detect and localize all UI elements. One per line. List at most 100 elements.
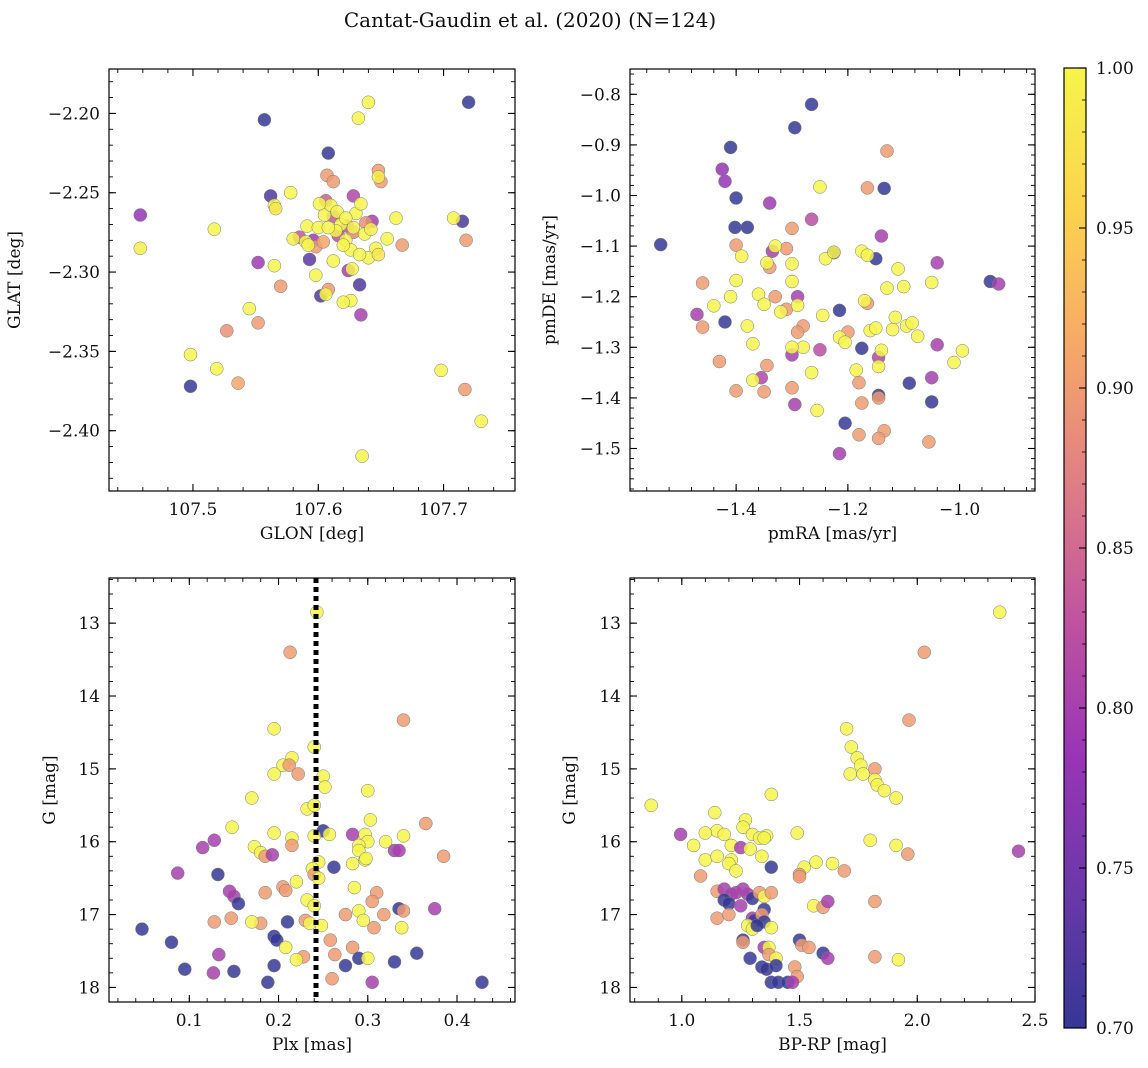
scatter-point bbox=[291, 767, 305, 781]
scatter-point bbox=[300, 219, 314, 233]
scatter-point bbox=[427, 901, 442, 916]
y-tick-label: −2.40 bbox=[48, 422, 100, 442]
scatter-point bbox=[339, 211, 353, 225]
scatter-point bbox=[133, 208, 148, 222]
axes-frame bbox=[629, 68, 1036, 492]
scatter-point bbox=[991, 277, 1006, 291]
scatter-point bbox=[813, 180, 827, 194]
scatter-point bbox=[387, 955, 402, 969]
scatter-point bbox=[207, 833, 222, 848]
scatter-point bbox=[336, 238, 351, 252]
scatter-point bbox=[212, 947, 226, 962]
scatter-point bbox=[843, 767, 857, 781]
x-tick-label: 2.0 bbox=[904, 1011, 931, 1031]
scatter-point bbox=[245, 791, 259, 805]
scatter-point bbox=[871, 431, 886, 446]
scatter-point bbox=[322, 827, 337, 842]
scatter-point bbox=[268, 201, 283, 216]
scatter-point bbox=[458, 382, 472, 397]
scatter-point bbox=[352, 278, 367, 292]
scatter-point bbox=[757, 385, 771, 399]
scatter-point bbox=[280, 915, 295, 929]
scatter-point bbox=[723, 289, 738, 304]
scatter-point bbox=[245, 915, 259, 929]
scatter-point bbox=[790, 325, 805, 339]
y-tick-label: −1.3 bbox=[580, 338, 621, 358]
scatter-point bbox=[877, 783, 892, 798]
scatter-point bbox=[133, 241, 148, 256]
scatter-point bbox=[419, 816, 433, 831]
scatter-panel-4: 1.0 1.5 2.0 2.5 13 14 15 16 17 18 BP-RP [mag] G [ma… bbox=[560, 577, 1049, 1055]
scatter-point bbox=[283, 645, 297, 660]
scatter-point bbox=[863, 833, 877, 848]
scatter-point bbox=[693, 869, 708, 883]
scatter-point bbox=[395, 238, 409, 252]
x-axis-label: GLON [deg] bbox=[260, 524, 364, 544]
scatter-point bbox=[164, 935, 179, 950]
scatter-point bbox=[860, 248, 875, 262]
scatter-point bbox=[210, 362, 224, 376]
scatter-point bbox=[251, 255, 265, 270]
scatter-point bbox=[301, 238, 315, 252]
scatter-point bbox=[785, 381, 799, 395]
scatter-point bbox=[785, 975, 800, 990]
scatter-point bbox=[917, 645, 932, 660]
scatter-point bbox=[922, 435, 936, 449]
x-tick-label: −1.0 bbox=[939, 500, 980, 520]
x-axis-label: BP-RP [mag] bbox=[778, 1035, 887, 1055]
scatter-point bbox=[325, 971, 339, 986]
scatter-point bbox=[309, 268, 323, 282]
scatter-point bbox=[436, 849, 451, 864]
scatter-point bbox=[336, 295, 351, 309]
scatter-point bbox=[825, 856, 840, 871]
scatter-point bbox=[225, 820, 239, 834]
x-tick-label: 0.2 bbox=[265, 1011, 292, 1031]
scatter-points bbox=[644, 605, 1026, 990]
x-tick-label: 1.5 bbox=[786, 1011, 813, 1031]
scatter-point bbox=[889, 791, 903, 805]
scatter-point bbox=[338, 958, 353, 973]
figure-title: Cantat-Gaudin et al. (2020) (N=124) bbox=[344, 8, 716, 32]
scatter-point bbox=[712, 354, 727, 369]
scatter-point bbox=[760, 358, 774, 373]
scatter-point bbox=[710, 849, 724, 864]
colorbar-tick-label: 0.70 bbox=[1096, 1019, 1134, 1039]
y-tick-label: 13 bbox=[78, 614, 100, 634]
scatter-point bbox=[740, 220, 755, 235]
scatter-point bbox=[729, 238, 743, 252]
scatter-point bbox=[947, 355, 961, 370]
scatter-point bbox=[396, 713, 411, 727]
scatter-point bbox=[356, 913, 371, 928]
scatter-point bbox=[282, 758, 296, 772]
colorbar-tick-label: 0.95 bbox=[1096, 219, 1134, 239]
scatter-point bbox=[220, 324, 234, 338]
scatter-point bbox=[855, 341, 869, 356]
scatter-point bbox=[815, 308, 830, 323]
y-tick-label: −2.20 bbox=[48, 104, 100, 124]
scatter-point bbox=[857, 293, 872, 308]
scatter-points bbox=[133, 95, 488, 463]
scatter-point bbox=[785, 221, 799, 236]
scatter-point bbox=[743, 842, 757, 856]
scatter-point bbox=[832, 446, 847, 461]
x-tick-label: 0.4 bbox=[443, 1011, 470, 1031]
scatter-point bbox=[207, 222, 222, 236]
scatter-point bbox=[856, 767, 870, 781]
scatter-point bbox=[283, 185, 298, 200]
scatter-point bbox=[821, 894, 835, 909]
scatter-point bbox=[267, 826, 281, 840]
scatter-point bbox=[874, 343, 889, 358]
scatter-point bbox=[653, 237, 668, 252]
scatter-point bbox=[839, 722, 854, 736]
scatter-point bbox=[258, 885, 272, 900]
scatter-point bbox=[718, 174, 732, 189]
scatter-point bbox=[302, 252, 317, 267]
scatter-point bbox=[289, 952, 304, 967]
scatter-point bbox=[183, 347, 198, 362]
scatter-point bbox=[792, 869, 807, 884]
axes-frame bbox=[629, 577, 1036, 1003]
scatter-point bbox=[891, 262, 905, 276]
y-tick-label: 16 bbox=[78, 833, 100, 853]
scatter-point bbox=[267, 767, 281, 781]
